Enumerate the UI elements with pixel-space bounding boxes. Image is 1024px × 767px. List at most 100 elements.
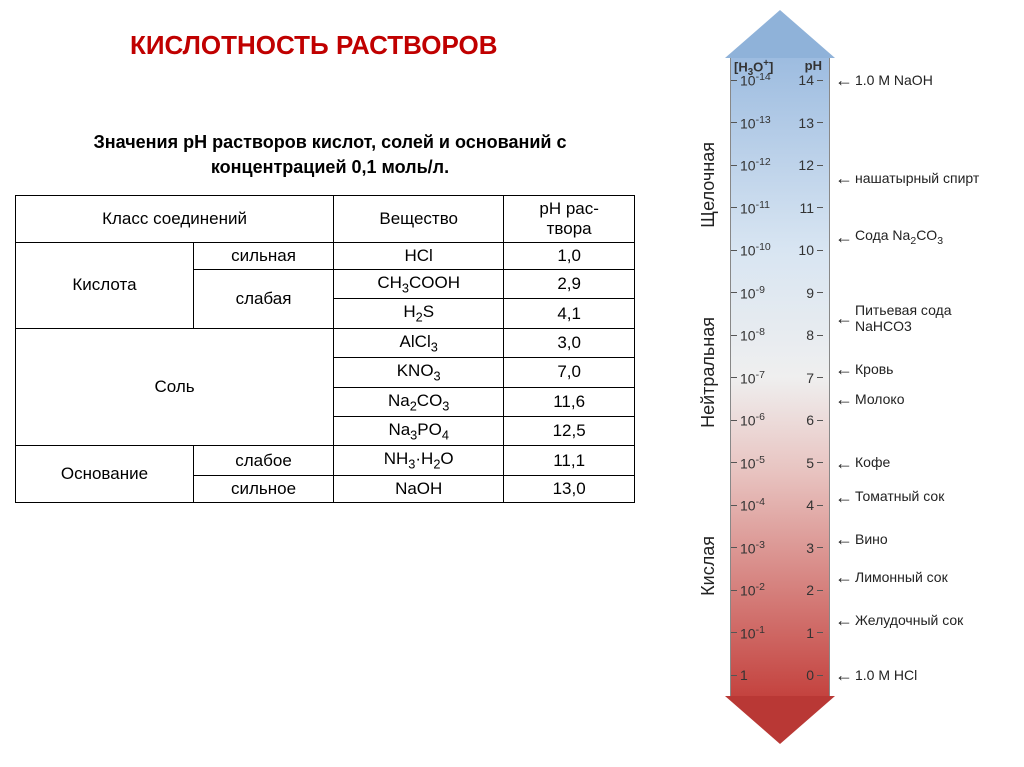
h3o-value: 10-12	[737, 156, 789, 174]
ph-value: 10	[789, 242, 817, 258]
substance-cell: Na3PO4	[334, 416, 504, 445]
scale-tick: 10-77	[731, 368, 829, 388]
callout-label: нашатырный спирт	[855, 170, 979, 186]
ph-cell: 4,1	[504, 299, 635, 328]
arrow-left-icon: ←	[835, 666, 853, 684]
ph-cell: 12,5	[504, 416, 635, 445]
col-ph: pH рас-твора	[504, 196, 635, 243]
scale-tick: 10	[731, 665, 829, 685]
substance-cell: HCl	[334, 243, 504, 270]
arrow-left-icon: ←	[835, 454, 853, 472]
ph-table: Класс соединенийВеществоpH рас-твораКисл…	[15, 195, 635, 503]
arrow-left-icon: ←	[835, 488, 853, 506]
callout-label: Желудочный сок	[855, 612, 963, 628]
h3o-value: 10-5	[737, 454, 789, 472]
ph-value: 8	[789, 327, 817, 343]
ph-value: 9	[789, 285, 817, 301]
ph-scale: [H3O+] pH 10-141410-131310-121210-111110…	[660, 10, 1010, 760]
ph-value: 11	[789, 200, 817, 216]
strength-cell: сильное	[193, 475, 333, 502]
ph-value: 1	[789, 625, 817, 641]
arrow-left-icon: ←	[835, 309, 853, 327]
arrow-left-icon: ←	[835, 390, 853, 408]
ph-cell: 13,0	[504, 475, 635, 502]
scale-tick: 10-1414	[731, 70, 829, 90]
substance-cell: H2S	[334, 299, 504, 328]
arrow-down-icon	[725, 696, 835, 744]
class-cell: Соль	[16, 328, 334, 446]
h3o-value: 1	[737, 667, 789, 683]
ph-value: 5	[789, 455, 817, 471]
callout: ←Томатный сок	[835, 479, 944, 515]
h3o-value: 10-6	[737, 411, 789, 429]
substance-cell: CH3COOH	[334, 270, 504, 299]
ph-value: 3	[789, 540, 817, 556]
ph-value: 6	[789, 412, 817, 428]
ph-cell: 2,9	[504, 270, 635, 299]
callout: ←1.0 M NaOH	[835, 62, 933, 98]
h3o-value: 10-14	[737, 71, 789, 89]
substance-cell: AlCl3	[334, 328, 504, 357]
table-caption: Значения pH растворов кислот, солей и ос…	[80, 130, 580, 180]
scale-tick: 10-1212	[731, 155, 829, 175]
substance-cell: NH3·H2O	[334, 446, 504, 475]
class-cell: Основание	[16, 446, 194, 502]
callout: ←Вино	[835, 521, 888, 557]
arrow-left-icon: ←	[835, 169, 853, 187]
class-cell: Кислота	[16, 243, 194, 329]
h3o-value: 10-10	[737, 241, 789, 259]
substance-cell: NaOH	[334, 475, 504, 502]
col-substance: Вещество	[334, 196, 504, 243]
table-row: СольAlCl33,0	[16, 328, 635, 357]
callout: ←Кофе	[835, 445, 890, 481]
callout-label: Кровь	[855, 361, 893, 377]
ph-cell: 3,0	[504, 328, 635, 357]
region-label: Кислая	[698, 536, 719, 596]
ph-cell: 11,6	[504, 387, 635, 416]
callout: ←Молоко	[835, 381, 904, 417]
callout: ←Желудочный сок	[835, 602, 963, 638]
callout-label: Томатный сок	[855, 488, 944, 504]
callout: ←1.0 M HCl	[835, 657, 917, 693]
arrow-left-icon: ←	[835, 611, 853, 629]
callout: ←Лимонный сок	[835, 559, 948, 595]
callout-label: Кофе	[855, 454, 890, 470]
arrow-left-icon: ←	[835, 228, 853, 246]
h3o-value: 10-7	[737, 369, 789, 387]
scale-tick: 10-1010	[731, 240, 829, 260]
strength-cell: слабая	[193, 270, 333, 329]
arrow-left-icon: ←	[835, 530, 853, 548]
ph-value: 0	[789, 667, 817, 683]
h3o-value: 10-2	[737, 581, 789, 599]
ph-value: 4	[789, 497, 817, 513]
callout-label: Вино	[855, 531, 888, 547]
ph-value: 13	[789, 115, 817, 131]
h3o-value: 10-3	[737, 539, 789, 557]
substance-cell: Na2CO3	[334, 387, 504, 416]
table-row: КислотасильнаяHCl1,0	[16, 243, 635, 270]
h3o-value: 10-9	[737, 284, 789, 302]
scale-tick: 10-22	[731, 580, 829, 600]
scale-tick: 10-1313	[731, 113, 829, 133]
strength-cell: слабое	[193, 446, 333, 475]
arrow-up-icon	[725, 10, 835, 58]
ph-value: 2	[789, 582, 817, 598]
substance-cell: KNO3	[334, 358, 504, 387]
table-row: ОснованиеслабоеNH3·H2O11,1	[16, 446, 635, 475]
ph-cell: 1,0	[504, 243, 635, 270]
callout-label: Молоко	[855, 391, 904, 407]
col-class: Класс соединений	[16, 196, 334, 243]
arrow-left-icon: ←	[835, 71, 853, 89]
ph-value: 12	[789, 157, 817, 173]
h3o-value: 10-8	[737, 326, 789, 344]
scale-tick: 10-99	[731, 283, 829, 303]
arrow-left-icon: ←	[835, 360, 853, 378]
arrow-left-icon: ←	[835, 568, 853, 586]
callout-label: Сода Na2CO3	[855, 227, 943, 247]
scale-tick: 10-55	[731, 453, 829, 473]
callout-label: 1.0 M NaOH	[855, 72, 933, 88]
scale-bar: [H3O+] pH 10-141410-131310-121210-111110…	[730, 58, 830, 696]
callout: ←Питьевая сода NaHCO3	[835, 300, 1005, 336]
h3o-value: 10-11	[737, 199, 789, 217]
ph-value: 7	[789, 370, 817, 386]
